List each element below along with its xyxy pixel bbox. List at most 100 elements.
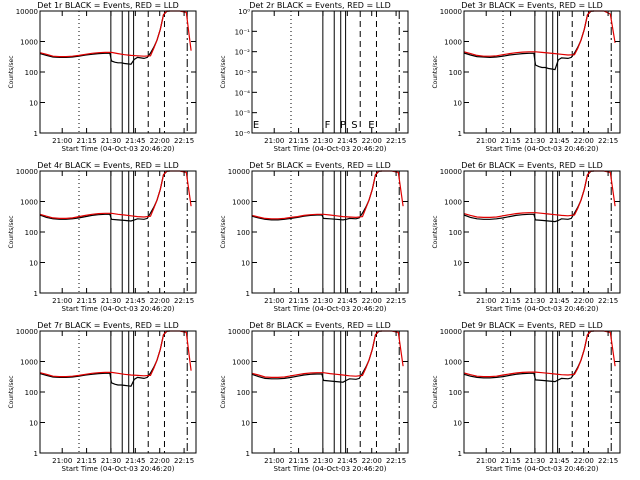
y-tick-label: 10 <box>241 420 250 428</box>
event-letter: E <box>368 120 374 131</box>
x-axis-label: Start Time (04-Oct-03 20:46:20) <box>486 145 599 153</box>
x-tick-label: 22:00 <box>150 457 170 465</box>
y-tick-label: 10 <box>29 100 38 108</box>
x-axis-label: Start Time (04-Oct-03 20:46:20) <box>62 305 175 313</box>
x-tick-label: 21:30 <box>101 457 121 465</box>
y-tick-label: 1 <box>458 290 462 298</box>
detector-panel: Det 1r BLACK = Events, RED = LLD 1 10 100 10… <box>8 1 197 153</box>
y-axis-label: Counts/sec <box>432 375 439 408</box>
x-tick-label: 21:00 <box>264 297 284 305</box>
event-letter: S <box>351 120 357 131</box>
x-tick-label: 21:45 <box>337 457 357 465</box>
series-line-lld <box>463 170 616 218</box>
y-tick-label: 1000 <box>20 359 38 367</box>
x-tick-label: 22:15 <box>598 297 618 305</box>
series-line-lld <box>463 330 616 378</box>
y-tick-label: 10000 <box>440 328 462 336</box>
detector-panel: Det 4r BLACK = Events, RED = LLD 1 10 100 10… <box>8 161 197 313</box>
event-letter: F <box>325 120 331 131</box>
y-axis-label: Counts/sec <box>432 215 439 248</box>
series-line-events <box>39 330 171 387</box>
x-axis-label: Start Time (04-Oct-03 20:46:20) <box>62 465 175 473</box>
y-tick-label: 1000 <box>444 39 462 47</box>
panel-title: Det 9r BLACK = Events, RED = LLD <box>461 321 603 330</box>
y-tick-label: 10 <box>453 100 462 108</box>
panel-title: Det 7r BLACK = Events, RED = LLD <box>37 321 179 330</box>
y-tick-label: 1 <box>246 290 250 298</box>
series-line-events <box>463 10 595 71</box>
y-tick-label: 10⁻¹ <box>235 28 251 36</box>
y-tick-label: 100 <box>25 69 38 77</box>
x-tick-label: 21:00 <box>476 297 496 305</box>
plot-frame <box>39 10 197 134</box>
x-tick-label: 21:30 <box>101 137 121 145</box>
x-tick-label: 21:15 <box>288 297 308 305</box>
y-tick-label: 10000 <box>440 8 462 16</box>
plot-frame <box>251 10 409 134</box>
series-line-lld <box>463 10 616 57</box>
y-tick-label: 10⁻⁴ <box>235 89 251 97</box>
x-tick-label: 21:45 <box>337 297 357 305</box>
panel-title: Det 6r BLACK = Events, RED = LLD <box>461 161 603 170</box>
y-axis-label: Counts/sec <box>8 375 15 408</box>
x-tick-label: 21:45 <box>125 137 145 145</box>
series-line-lld <box>39 330 192 378</box>
x-tick-label: 21:15 <box>76 297 96 305</box>
x-tick-label: 22:00 <box>574 137 594 145</box>
y-tick-label: 100 <box>25 389 38 397</box>
x-tick-label: 21:45 <box>125 297 145 305</box>
x-tick-label: 21:30 <box>101 297 121 305</box>
y-tick-label: 10⁻⁶ <box>235 130 251 138</box>
x-tick-label: 21:00 <box>52 297 72 305</box>
x-tick-label: 22:00 <box>362 297 382 305</box>
detector-panel: Det 8r BLACK = Events, RED = LLD 1 10 100 10… <box>220 321 409 473</box>
x-tick-label: 21:30 <box>525 457 545 465</box>
y-tick-label: 1 <box>34 290 38 298</box>
x-tick-label: 21:45 <box>337 137 357 145</box>
y-tick-label: 10000 <box>228 168 250 176</box>
y-tick-label: 100 <box>449 69 462 77</box>
x-tick-label: 22:00 <box>362 137 382 145</box>
detector-panel: Det 7r BLACK = Events, RED = LLD 1 10 100 10… <box>8 321 197 473</box>
y-tick-label: 1 <box>246 450 250 458</box>
plot-frame <box>251 170 409 294</box>
panel-title: Det 3r BLACK = Events, RED = LLD <box>461 1 603 10</box>
detector-panel: Det 3r BLACK = Events, RED = LLD 1 10 100 10… <box>432 1 621 153</box>
y-tick-label: 10 <box>29 260 38 268</box>
y-tick-label: 10000 <box>440 168 462 176</box>
y-axis-label: Counts/sec <box>432 55 439 88</box>
x-tick-label: 21:30 <box>525 297 545 305</box>
x-tick-label: 21:30 <box>313 457 333 465</box>
x-tick-label: 21:15 <box>76 137 96 145</box>
plot-frame <box>39 170 197 294</box>
series-line-lld <box>251 170 404 220</box>
y-tick-label: 1000 <box>444 199 462 207</box>
event-letter: E <box>253 120 259 131</box>
x-tick-label: 21:00 <box>52 457 72 465</box>
y-tick-label: 1 <box>34 130 38 138</box>
x-tick-label: 21:00 <box>264 457 284 465</box>
y-axis-label: Counts/sec <box>220 215 227 248</box>
panel-title: Det 8r BLACK = Events, RED = LLD <box>249 321 391 330</box>
x-tick-label: 21:00 <box>476 137 496 145</box>
series-line-lld <box>39 10 192 58</box>
y-tick-label: 10⁻⁵ <box>235 110 251 118</box>
y-tick-label: 10⁻³ <box>235 69 251 77</box>
panel-title: Det 1r BLACK = Events, RED = LLD <box>37 1 179 10</box>
x-axis-label: Start Time (04-Oct-03 20:46:20) <box>486 465 599 473</box>
x-tick-label: 22:15 <box>174 297 194 305</box>
x-tick-label: 22:00 <box>150 297 170 305</box>
plot-frame <box>463 170 621 294</box>
x-tick-label: 22:00 <box>150 137 170 145</box>
y-axis-label: Counts/sec <box>8 215 15 248</box>
x-tick-label: 21:45 <box>549 297 569 305</box>
x-tick-label: 21:30 <box>525 137 545 145</box>
detector-panel: Det 6r BLACK = Events, RED = LLD 1 10 100 10… <box>432 161 621 313</box>
y-tick-label: 10 <box>29 420 38 428</box>
detector-panel: Det 5r BLACK = Events, RED = LLD 1 10 100 10… <box>220 161 409 313</box>
x-tick-label: 21:45 <box>549 457 569 465</box>
detector-panel: Det 9r BLACK = Events, RED = LLD 1 10 100 10… <box>432 321 621 473</box>
y-tick-label: 10000 <box>16 8 38 16</box>
y-axis-label: Counts/sec <box>220 375 227 408</box>
